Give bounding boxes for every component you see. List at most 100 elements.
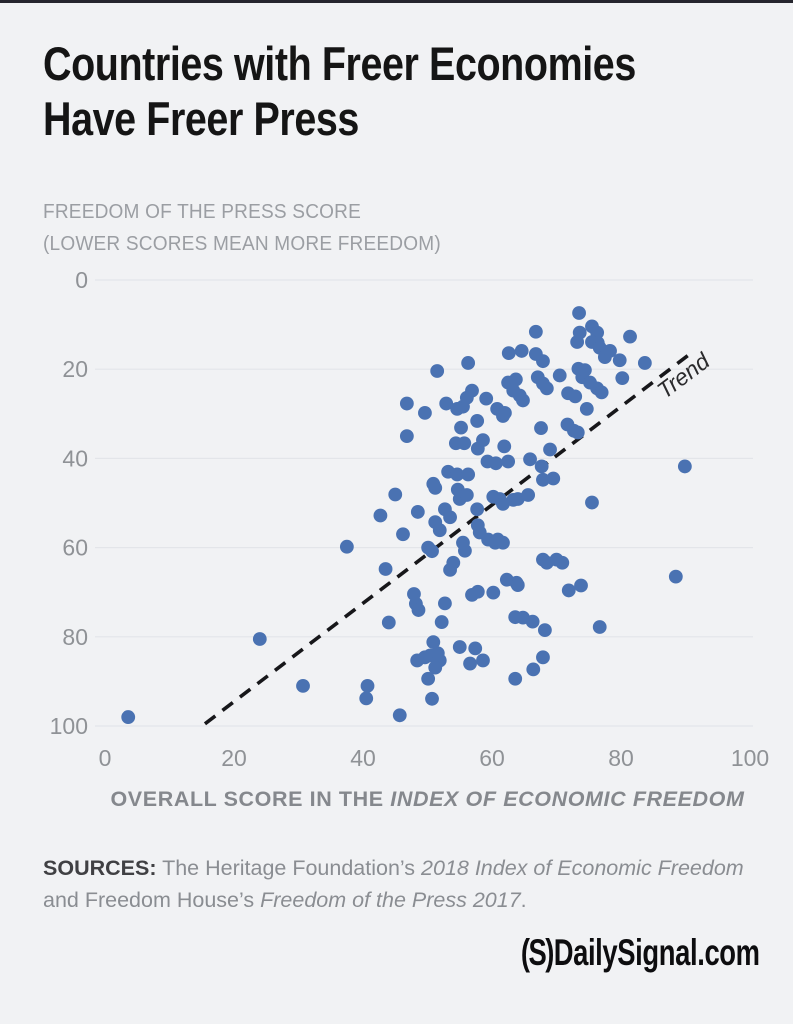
daily-signal-logo-text: DailySignal.com [554, 932, 760, 973]
data-point [430, 364, 445, 378]
data-point [496, 535, 510, 550]
scatter-chart: 0 20 40 60 80 100 0 20 40 60 80 100 Trend [0, 255, 793, 795]
data-point [534, 421, 548, 435]
data-point [568, 389, 583, 404]
data-point [410, 653, 425, 668]
data-point [543, 442, 557, 457]
data-point [443, 510, 457, 525]
data-point [443, 563, 457, 577]
daily-signal-logo: (S)DailySignal.com [521, 932, 760, 974]
data-point [428, 660, 443, 675]
data-point [497, 439, 512, 454]
data-point [470, 502, 485, 517]
data-point [537, 623, 552, 638]
y-tick-label: 0 [75, 267, 88, 293]
y-tick-label: 60 [62, 535, 88, 561]
page-title: Countries with Freer Economies Have Free… [43, 36, 636, 147]
y-tick-label: 100 [50, 713, 88, 739]
data-point [476, 433, 490, 448]
data-point [463, 656, 477, 671]
data-point [339, 539, 354, 554]
sources-italic-2: Freedom of the Press 2017 [260, 888, 521, 913]
sources-note: SOURCES: The Heritage Foundation’s 2018 … [43, 852, 758, 917]
data-point [498, 406, 512, 420]
top-border [0, 0, 793, 3]
daily-signal-logo-mark: (S) [521, 932, 555, 973]
data-point [399, 396, 414, 411]
data-point [534, 459, 549, 474]
x-tick-label: 60 [479, 745, 505, 771]
x-tick-label: 100 [731, 745, 769, 771]
x-axis-title-italic: INDEX OF ECONOMIC FREEDOM [390, 787, 745, 811]
data-point [454, 420, 468, 435]
data-point [439, 396, 454, 411]
trend-line [203, 353, 690, 726]
data-point [526, 662, 541, 677]
data-point [570, 425, 585, 440]
y-tick-label: 80 [62, 624, 88, 650]
data-point [528, 324, 543, 339]
page-title-line2: Have Freer Press [43, 92, 359, 146]
data-point [381, 615, 396, 630]
data-point [488, 456, 503, 471]
y-axis-title-line1: FREEDOM OF THE PRESS SCORE [43, 200, 362, 223]
data-point [388, 487, 403, 502]
data-point [555, 555, 570, 570]
scatter-chart-svg: 0 20 40 60 80 100 0 20 40 60 80 100 Trend [50, 267, 770, 771]
data-point [572, 306, 586, 320]
data-point [536, 650, 550, 665]
data-point [521, 488, 536, 502]
data-point [411, 603, 426, 617]
x-tick-label: 40 [350, 745, 376, 771]
data-point [501, 454, 516, 469]
data-point [579, 401, 594, 416]
data-point [552, 368, 567, 383]
data-point [378, 562, 393, 576]
y-tick-label: 40 [62, 445, 88, 471]
data-point [539, 381, 554, 396]
page-title-line1: Countries with Freer Economies [43, 37, 636, 90]
data-point [438, 596, 452, 611]
data-point [577, 363, 592, 377]
data-point [592, 620, 607, 634]
data-point [603, 344, 617, 358]
sources-text-2: and Freedom House’s [43, 888, 261, 913]
data-point [457, 436, 472, 451]
data-point [510, 578, 525, 592]
sources-text-3: . [520, 888, 527, 913]
x-tick-label: 80 [608, 745, 634, 771]
data-point [452, 640, 467, 654]
y-tick-label: 20 [62, 356, 88, 382]
data-point [432, 523, 447, 538]
data-point [392, 708, 407, 723]
data-point [396, 527, 410, 542]
data-point [486, 585, 501, 600]
data-point [501, 346, 516, 361]
data-point [468, 641, 483, 656]
data-point [434, 615, 449, 629]
data-point [623, 329, 637, 344]
data-point [418, 406, 432, 420]
data-point [637, 356, 652, 370]
trend-label: Trend [652, 347, 715, 404]
data-point [536, 354, 550, 369]
x-tick-label: 0 [99, 745, 112, 771]
data-point [516, 393, 530, 408]
data-point [476, 653, 490, 668]
data-point [360, 678, 375, 693]
data-point [612, 353, 627, 368]
sources-label: SOURCES: [43, 856, 157, 880]
data-point [525, 614, 540, 629]
data-point [399, 429, 414, 443]
data-point [470, 584, 485, 599]
data-point [508, 372, 523, 387]
data-point [536, 472, 550, 487]
data-point [459, 488, 474, 502]
data-point [574, 578, 588, 593]
data-point [668, 569, 683, 584]
data-point [585, 495, 599, 510]
data-point [615, 371, 630, 386]
x-axis-title: OVERALL SCORE IN THE INDEX OF ECONOMIC F… [105, 787, 750, 812]
data-point [546, 471, 561, 486]
data-point [508, 671, 523, 686]
